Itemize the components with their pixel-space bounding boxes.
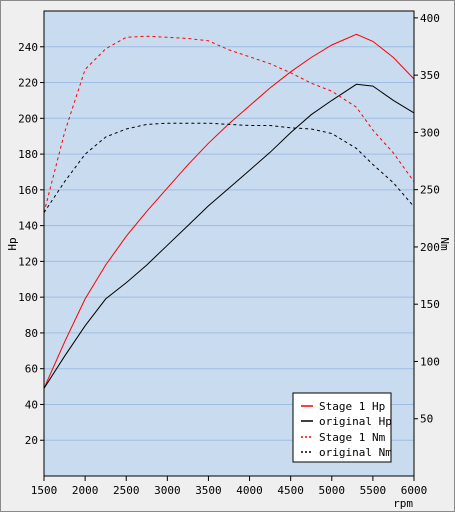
- legend-label: original Nm: [319, 446, 392, 459]
- y2-axis-ticks: 50 100 150 200 250 300 350 400: [414, 12, 440, 426]
- x-tick-label: 5500: [360, 484, 387, 497]
- y-axis-ticks: 20 40 60 80 100 120 140 160 180 200 220 240: [18, 41, 44, 447]
- y-tick-label: 140: [18, 220, 38, 233]
- y2-tick-label: 350: [420, 69, 440, 82]
- y-tick-label: 40: [25, 398, 38, 411]
- x-tick-label: 3000: [154, 484, 181, 497]
- legend-box: [292, 392, 392, 463]
- y-tick-label: 160: [18, 184, 38, 197]
- x-tick-label: 4500: [277, 484, 304, 497]
- x-tick-label: 4000: [236, 484, 263, 497]
- y-tick-label: 100: [18, 291, 38, 304]
- x-axis-ticks: 1500 2000 2500 3000 3500 4000 4500 5000 5500 6000: [31, 476, 428, 497]
- x-axis-label: rpm: [393, 497, 413, 510]
- legend-label: Stage 1 Nm: [319, 431, 386, 444]
- series-line-original-nm: [43, 122, 415, 213]
- series-lines: [43, 33, 415, 389]
- x-tick-label: 2000: [72, 484, 99, 497]
- legend-item-stage1-nm: Stage 1 Nm: [301, 431, 386, 444]
- y2-tick-label: 400: [420, 12, 440, 25]
- x-tick-label: 3500: [195, 484, 222, 497]
- y2-tick-label: 200: [420, 241, 440, 254]
- y-tick-label: 180: [18, 148, 38, 161]
- y-tick-label: 80: [25, 327, 38, 340]
- legend: Stage 1 Hp original Hp Stage 1 Nm origin…: [292, 392, 392, 463]
- y2-tick-label: 100: [420, 355, 440, 368]
- series-line-stage-1-nm: [43, 35, 415, 213]
- y-tick-label: 120: [18, 255, 38, 268]
- x-tick-label: 2500: [113, 484, 140, 497]
- y2-tick-label: 300: [420, 126, 440, 139]
- y2-axis-label: Nm: [438, 237, 451, 251]
- y-tick-label: 60: [25, 363, 38, 376]
- y-tick-label: 240: [18, 41, 38, 54]
- legend-item-stage1-hp: Stage 1 Hp: [301, 400, 385, 413]
- y-tick-label: 200: [18, 112, 38, 125]
- legend-item-original-hp: original Hp: [301, 415, 392, 428]
- legend-label: original Hp: [319, 415, 392, 428]
- y2-tick-label: 150: [420, 298, 440, 311]
- series-line-original-hp: [43, 83, 415, 389]
- y-axis-label: Hp: [6, 237, 19, 250]
- series-line-stage-1-hp: [43, 33, 415, 389]
- y-tick-label: 20: [25, 434, 38, 447]
- legend-label: Stage 1 Hp: [319, 400, 385, 413]
- x-tick-label: 1500: [31, 484, 58, 497]
- legend-item-original-nm: original Nm: [301, 446, 392, 459]
- y2-tick-label: 250: [420, 184, 440, 197]
- y2-tick-label: 50: [420, 413, 433, 426]
- y-tick-label: 220: [18, 77, 38, 90]
- x-tick-label: 5000: [319, 484, 346, 497]
- x-tick-label: 6000: [401, 484, 428, 497]
